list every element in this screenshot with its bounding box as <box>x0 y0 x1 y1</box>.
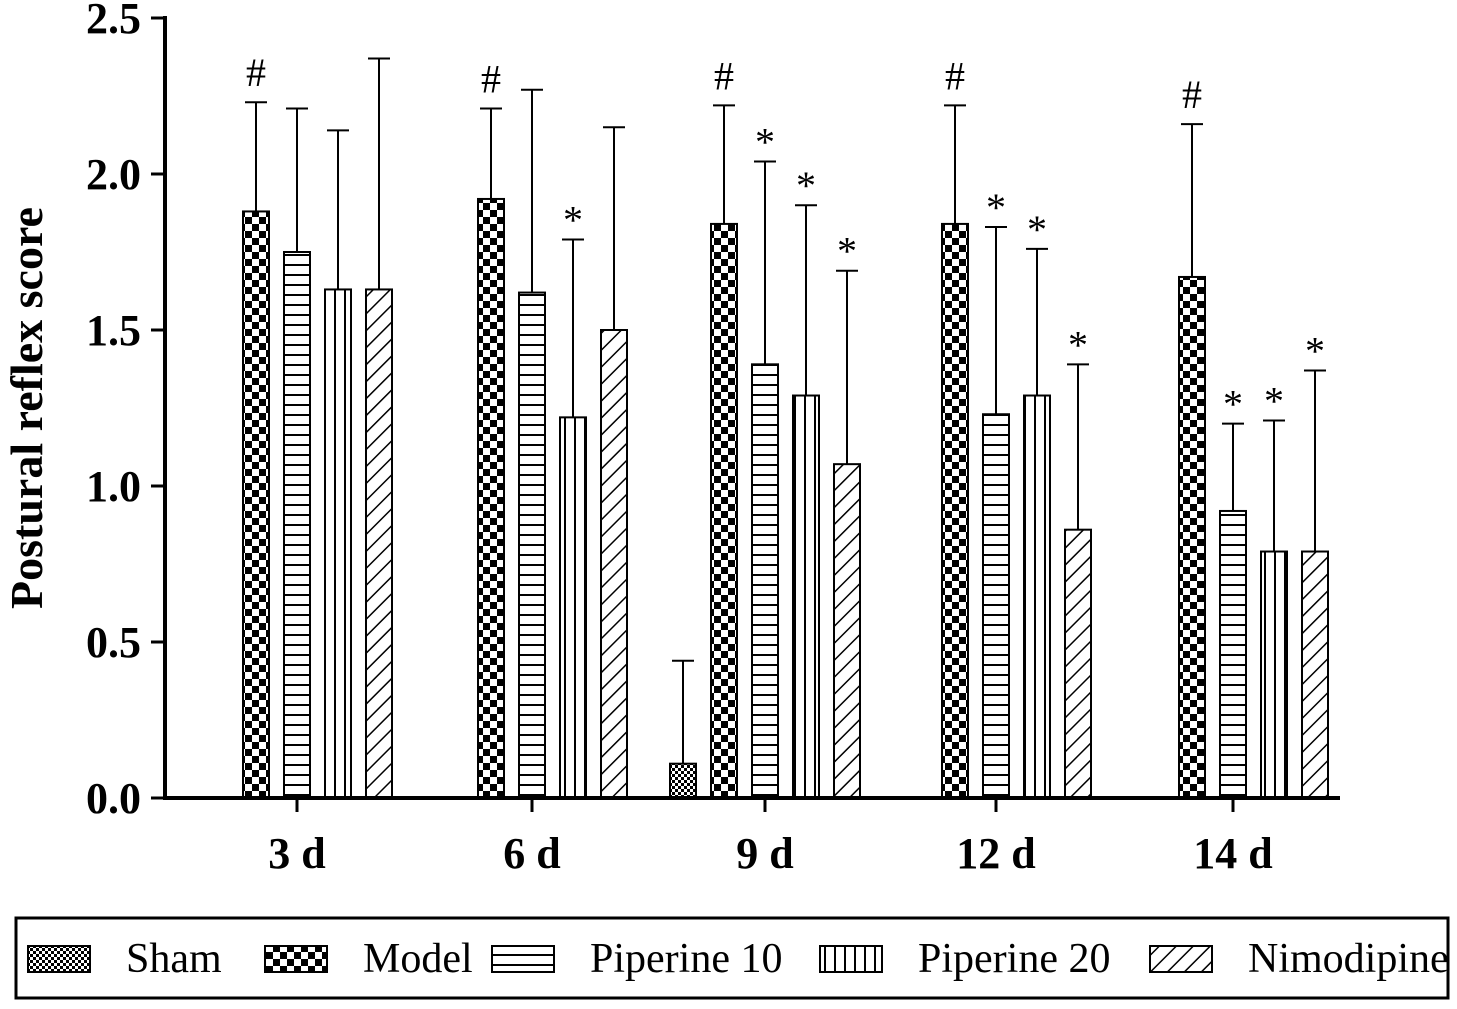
bar <box>518 291 546 799</box>
legend-label: Sham <box>126 936 222 982</box>
bar <box>283 251 311 799</box>
bar <box>751 363 779 799</box>
bar <box>242 210 270 799</box>
significance-mark: * <box>1305 329 1325 374</box>
x-tick-label: 12 d <box>956 829 1035 878</box>
significance-mark: # <box>481 56 501 101</box>
legend-label: Piperine 10 <box>590 936 782 982</box>
bar <box>1219 509 1247 799</box>
significance-mark: * <box>563 198 583 243</box>
bar <box>669 762 697 799</box>
significance-mark: # <box>246 50 266 95</box>
legend-swatch <box>491 945 555 973</box>
x-tick-label: 14 d <box>1193 829 1272 878</box>
legend-label: Nimodipine <box>1248 936 1449 982</box>
legend-swatch <box>819 945 883 973</box>
bar <box>1064 528 1092 799</box>
axes-layer: 0.0 0.5 1.0 1.5 2.0 2.5 3 d 6 d 9 d 12 d 14 d Postu… <box>1 0 1340 878</box>
legend-label: Piperine 20 <box>918 936 1110 982</box>
significance-mark: # <box>1182 72 1202 117</box>
bar <box>477 197 505 799</box>
significance-mark: * <box>986 185 1006 230</box>
significance-mark: * <box>796 163 816 208</box>
significance-mark: * <box>1264 378 1284 423</box>
legend-swatch <box>264 945 328 973</box>
y-tick-label: 1.0 <box>86 462 141 511</box>
bar <box>324 288 352 799</box>
bar <box>1023 394 1051 799</box>
significance-mark: # <box>714 53 734 98</box>
legend-label: Model <box>363 936 473 982</box>
bar <box>710 222 738 800</box>
significance-mark: * <box>1027 207 1047 252</box>
bar <box>1301 550 1329 800</box>
bar <box>941 222 969 800</box>
y-tick-label: 0.5 <box>86 618 141 667</box>
bar <box>1178 275 1206 799</box>
significance-mark: * <box>755 120 775 165</box>
bar <box>833 463 861 799</box>
bars-layer: # # * # * * * # * * * # * * * <box>242 50 1329 800</box>
y-tick-label: 1.5 <box>86 306 141 355</box>
legend-swatch <box>27 945 91 973</box>
y-axis-title: Postural reflex score <box>1 207 52 609</box>
legend: Sham Model Piperine 10 Piperine 20 Nimodipin… <box>14 916 1450 1000</box>
significance-mark: * <box>1223 382 1243 427</box>
bar <box>982 413 1010 799</box>
bar <box>559 416 587 799</box>
bar <box>600 329 628 799</box>
legend-swatch <box>1149 945 1213 973</box>
significance-mark: * <box>1068 322 1088 367</box>
bar <box>792 394 820 799</box>
bar <box>365 288 393 799</box>
bar <box>1260 550 1288 800</box>
significance-mark: * <box>837 229 857 274</box>
x-tick-label: 9 d <box>736 829 793 878</box>
x-tick-label: 3 d <box>268 829 325 878</box>
significance-mark: # <box>945 53 965 98</box>
x-tick-label: 6 d <box>503 829 560 878</box>
y-tick-label: 0.0 <box>86 774 141 823</box>
y-tick-label: 2.0 <box>86 150 141 199</box>
y-tick-label: 2.5 <box>86 0 141 43</box>
